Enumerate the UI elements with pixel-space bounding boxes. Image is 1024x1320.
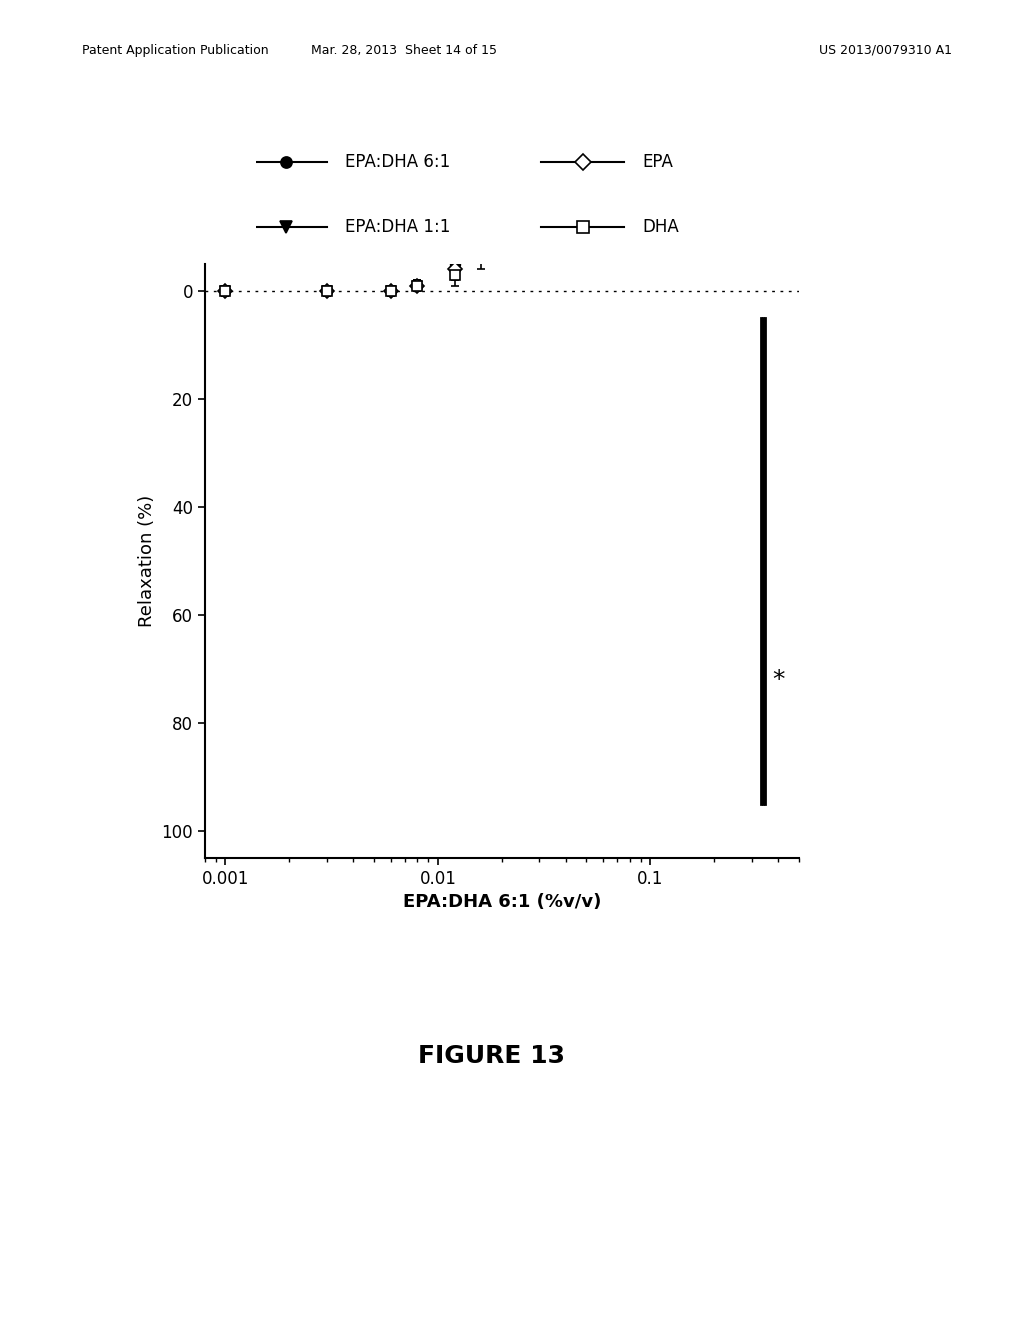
Text: DHA: DHA	[642, 218, 679, 236]
Text: EPA: EPA	[642, 153, 673, 170]
Text: Patent Application Publication: Patent Application Publication	[82, 44, 268, 57]
Text: EPA:DHA 1:1: EPA:DHA 1:1	[345, 218, 451, 236]
Y-axis label: Relaxation (%): Relaxation (%)	[138, 495, 156, 627]
Text: Mar. 28, 2013  Sheet 14 of 15: Mar. 28, 2013 Sheet 14 of 15	[311, 44, 498, 57]
Text: US 2013/0079310 A1: US 2013/0079310 A1	[819, 44, 952, 57]
Text: EPA:DHA 6:1: EPA:DHA 6:1	[345, 153, 451, 170]
X-axis label: EPA:DHA 6:1 (%v/v): EPA:DHA 6:1 (%v/v)	[402, 894, 601, 911]
Text: FIGURE 13: FIGURE 13	[418, 1044, 565, 1068]
Text: *: *	[772, 668, 784, 692]
